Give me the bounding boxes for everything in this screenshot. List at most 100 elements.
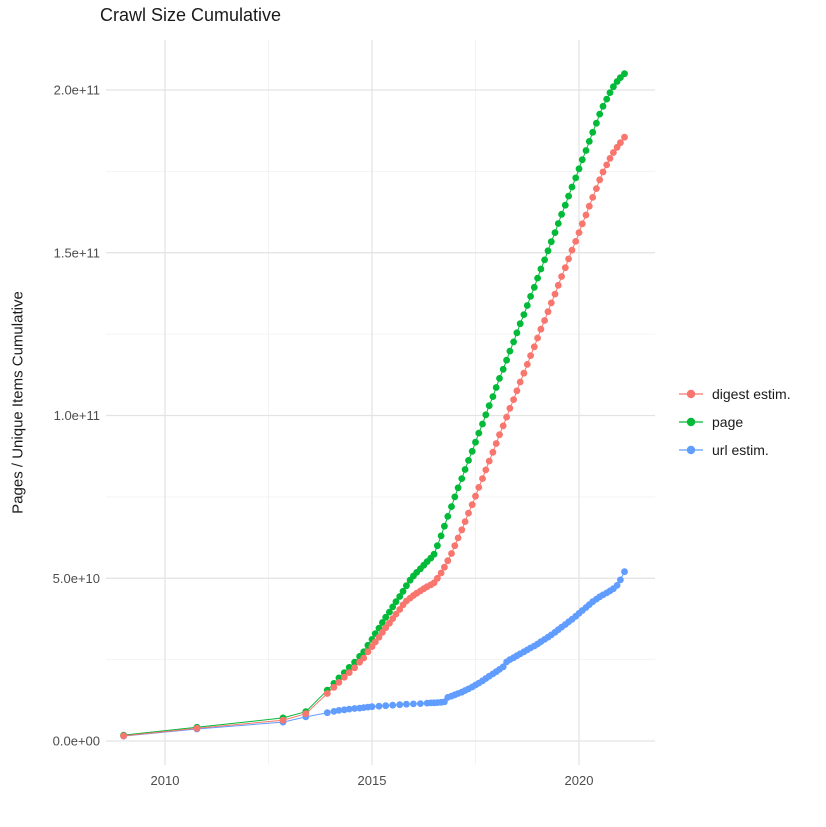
data-point-page bbox=[386, 608, 393, 616]
data-point-page bbox=[578, 156, 586, 164]
series-url-estim bbox=[120, 568, 628, 740]
data-point-digest-estim bbox=[496, 431, 503, 439]
data-point-page bbox=[444, 513, 452, 520]
data-point-url-estim bbox=[613, 582, 621, 589]
data-point-digest-estim bbox=[485, 457, 493, 465]
data-point-digest-estim bbox=[558, 273, 565, 280]
data-point-page bbox=[441, 522, 448, 530]
legend: digest estim. page url estim. bbox=[678, 380, 791, 464]
data-point-digest-estim bbox=[479, 475, 486, 482]
legend-key-url-estim-icon bbox=[679, 445, 703, 455]
data-point-page bbox=[551, 229, 559, 237]
data-point-page bbox=[510, 338, 517, 346]
data-point-page bbox=[561, 201, 569, 209]
legend-label-digest-estim: digest estim. bbox=[712, 386, 791, 402]
data-point-digest-estim bbox=[461, 518, 469, 525]
data-point-url-estim bbox=[345, 705, 353, 713]
data-point-url-estim bbox=[621, 568, 628, 576]
data-point-url-estim bbox=[396, 701, 404, 709]
data-point-digest-estim bbox=[120, 732, 127, 740]
legend-item-page: page bbox=[678, 408, 791, 436]
data-point-digest-estim bbox=[458, 526, 466, 534]
data-point-page bbox=[489, 393, 497, 400]
data-point-page bbox=[382, 613, 390, 621]
data-point-page bbox=[454, 484, 462, 492]
data-point-digest-estim bbox=[335, 679, 343, 686]
data-point-page bbox=[558, 210, 565, 218]
data-point-digest-estim bbox=[345, 669, 353, 676]
data-point-page bbox=[593, 119, 600, 127]
data-point-digest-estim bbox=[454, 534, 462, 542]
y-tick-label: 0.0e+00 bbox=[53, 734, 100, 749]
data-point-url-estim bbox=[351, 705, 358, 712]
data-point-page bbox=[527, 293, 534, 300]
data-point-page bbox=[547, 238, 555, 246]
data-point-digest-estim bbox=[482, 466, 490, 474]
data-point-page bbox=[479, 420, 486, 428]
data-point-digest-estim bbox=[451, 542, 459, 550]
data-point-digest-estim bbox=[340, 673, 348, 681]
data-point-page bbox=[396, 593, 404, 600]
gridlines-major bbox=[106, 40, 655, 765]
data-point-digest-estim bbox=[437, 569, 445, 577]
data-point-digest-estim bbox=[589, 194, 597, 201]
data-point-digest-estim bbox=[468, 501, 476, 509]
data-point-digest-estim bbox=[610, 149, 617, 156]
data-point-page bbox=[603, 95, 611, 103]
data-point-digest-estim bbox=[330, 683, 338, 691]
data-point-page bbox=[448, 503, 455, 510]
data-point-page bbox=[485, 402, 493, 410]
data-point-page bbox=[610, 83, 617, 91]
legend-key-digest-estim-icon bbox=[679, 389, 703, 399]
data-point-page bbox=[585, 138, 593, 145]
data-point-page bbox=[544, 247, 552, 255]
data-point-digest-estim bbox=[520, 369, 528, 377]
data-point-page bbox=[392, 598, 400, 606]
data-point-url-estim bbox=[403, 700, 410, 708]
data-point-digest-estim bbox=[537, 325, 545, 333]
data-point-page bbox=[520, 311, 528, 318]
data-point-url-estim bbox=[617, 576, 624, 584]
y-tick-label: 1.5e+11 bbox=[54, 245, 100, 260]
data-point-page bbox=[568, 183, 576, 191]
series-line-url-estim bbox=[123, 571, 625, 737]
data-point-digest-estim bbox=[603, 161, 611, 169]
data-point-digest-estim bbox=[551, 290, 559, 298]
data-point-digest-estim bbox=[448, 550, 455, 557]
data-point-digest-estim bbox=[434, 574, 441, 582]
data-point-digest-estim bbox=[596, 176, 604, 184]
data-point-digest-estim bbox=[475, 484, 483, 491]
data-point-digest-estim bbox=[472, 492, 479, 500]
data-point-page bbox=[516, 320, 524, 328]
data-point-page bbox=[345, 664, 353, 671]
data-point-page bbox=[437, 532, 445, 540]
data-point-digest-estim bbox=[617, 139, 624, 147]
y-tick-label: 1.0e+11 bbox=[54, 408, 100, 423]
data-point-page bbox=[534, 274, 541, 282]
data-point-page bbox=[554, 220, 562, 227]
data-point-digest-estim bbox=[606, 155, 614, 162]
data-point-digest-estim bbox=[561, 264, 569, 272]
gridlines-minor bbox=[106, 40, 655, 765]
data-point-page bbox=[465, 457, 472, 464]
data-point-page bbox=[403, 582, 410, 590]
data-point-digest-estim bbox=[593, 185, 600, 193]
data-point-url-estim bbox=[323, 709, 331, 717]
data-point-digest-estim bbox=[578, 220, 586, 228]
data-point-digest-estim bbox=[547, 299, 555, 307]
data-point-digest-estim bbox=[492, 440, 500, 447]
data-point-digest-estim bbox=[444, 557, 452, 565]
data-point-digest-estim bbox=[351, 664, 358, 672]
data-point-digest-estim bbox=[599, 168, 607, 176]
data-point-page bbox=[351, 658, 358, 666]
data-point-digest-estim bbox=[513, 387, 521, 395]
data-point-page bbox=[496, 375, 503, 382]
data-point-page bbox=[389, 603, 397, 611]
y-tick-label: 2.0e+11 bbox=[54, 83, 100, 98]
data-point-page bbox=[430, 550, 438, 558]
x-tick-label: 2015 bbox=[358, 773, 387, 788]
data-point-page bbox=[621, 70, 628, 78]
chart-title: Crawl Size Cumulative bbox=[100, 5, 282, 25]
